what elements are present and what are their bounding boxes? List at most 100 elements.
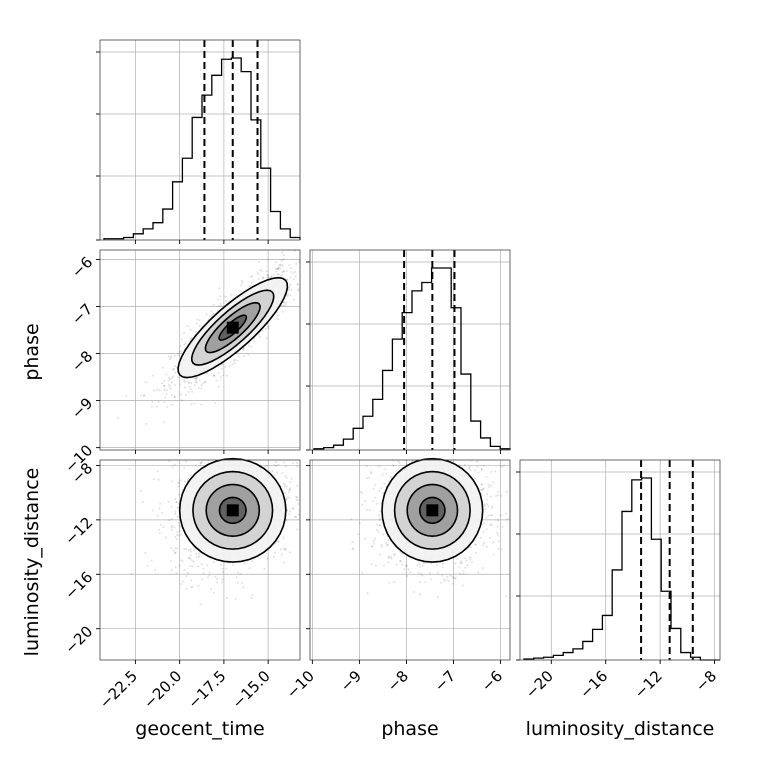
scatter-point (237, 355, 240, 358)
scatter-point (281, 251, 284, 254)
scatter-point (206, 576, 209, 579)
scatter-point (159, 502, 162, 505)
scatter-point (190, 579, 193, 582)
scatter-point (300, 509, 302, 511)
scatter-point (401, 563, 404, 566)
x-tick-label-1: −16 (576, 667, 611, 702)
scatter-point (197, 387, 200, 390)
scatter-point (212, 313, 215, 316)
scatter-point (282, 270, 285, 273)
scatter-point (200, 403, 203, 406)
panel-frame (99, 39, 301, 241)
scatter-point (277, 268, 280, 271)
scatter-point (282, 254, 285, 257)
scatter-point (260, 269, 263, 272)
scatter-point (187, 391, 190, 393)
scatter-point (263, 567, 266, 570)
contour-0 (418, 496, 446, 525)
scatter-point (434, 432, 436, 434)
scatter-point (175, 500, 178, 503)
scatter-point (217, 371, 220, 374)
contour-0 (218, 314, 248, 341)
scatter-point (460, 561, 463, 564)
scatter-point (193, 549, 196, 551)
scatter-point (276, 268, 279, 271)
scatter-point (170, 559, 172, 562)
x-tick-label-0: −10 (283, 667, 318, 702)
contour-1 (204, 301, 261, 354)
scatter-point (505, 595, 508, 598)
x-axis-label-geocent-time: geocent_time (135, 718, 264, 740)
scatter-point (434, 448, 436, 450)
scatter-point (367, 476, 370, 479)
scatter-point (218, 287, 221, 290)
scatter-point (168, 358, 171, 361)
scatter-point (179, 525, 182, 528)
scatter-point (505, 490, 508, 493)
scatter-point (420, 573, 423, 576)
scatter-point (190, 403, 192, 406)
scatter-point (194, 377, 197, 380)
scatter-point (225, 597, 228, 600)
scatter-point (142, 394, 145, 397)
scatter-point (282, 482, 285, 485)
scatter-point (195, 377, 198, 380)
scatter-point (280, 548, 282, 551)
scatter-point (156, 405, 158, 408)
scatter-point (247, 354, 250, 357)
scatter-point (222, 374, 225, 377)
scatter-point (485, 516, 488, 519)
scatter-point (459, 561, 462, 564)
scatter-point (403, 433, 405, 435)
scatter-point (186, 325, 189, 328)
scatter-point (168, 377, 171, 380)
scatter-point (270, 275, 273, 278)
scatter-point (295, 262, 298, 265)
scatter-point (480, 467, 483, 470)
scatter-point (257, 278, 260, 280)
scatter-point (150, 559, 153, 562)
scatter-point (205, 453, 207, 455)
scatter-point (371, 545, 374, 548)
scatter-point (305, 500, 307, 502)
corner-axis-labels: geocent_time phase luminosity_distance p… (21, 323, 714, 740)
scatter-point (282, 301, 285, 304)
scatter-point (178, 524, 181, 527)
scatter-point (288, 512, 291, 515)
scatter-point (446, 457, 448, 459)
scatter-point (194, 464, 197, 467)
scatter-point (180, 350, 183, 353)
scatter-point (394, 553, 396, 555)
scatter-point (171, 417, 173, 419)
scatter-point (231, 363, 234, 366)
panel-2-1: −10 −9 −8 −7 −6 (283, 432, 511, 702)
scatter-point (197, 584, 200, 587)
scatter-point (288, 456, 290, 458)
scatter-point (234, 598, 237, 601)
scatter-point (266, 464, 269, 467)
scatter-point (279, 267, 282, 270)
scatter-point (168, 385, 171, 388)
scatter-point (281, 273, 284, 276)
scatter-point (218, 305, 221, 308)
scatter-point (480, 483, 483, 486)
scatter-point (165, 389, 168, 391)
scatter-point (462, 572, 465, 575)
scatter-point (194, 378, 197, 381)
scatter-point (197, 565, 200, 568)
scatter-point (474, 543, 476, 546)
scatter-point (388, 581, 391, 584)
scatter-point (398, 461, 401, 464)
scatter-point (436, 571, 439, 574)
scatter-point (184, 342, 187, 345)
scatter-point (171, 376, 173, 379)
scatter-point (183, 548, 186, 551)
scatter-point (458, 455, 460, 457)
scatter-point (277, 540, 280, 543)
scatter-point (130, 572, 133, 575)
scatter-point (195, 381, 197, 384)
scatter-point (170, 528, 173, 531)
scatter-point (199, 462, 202, 465)
scatter-point (370, 563, 373, 566)
scatter-point (463, 464, 466, 466)
